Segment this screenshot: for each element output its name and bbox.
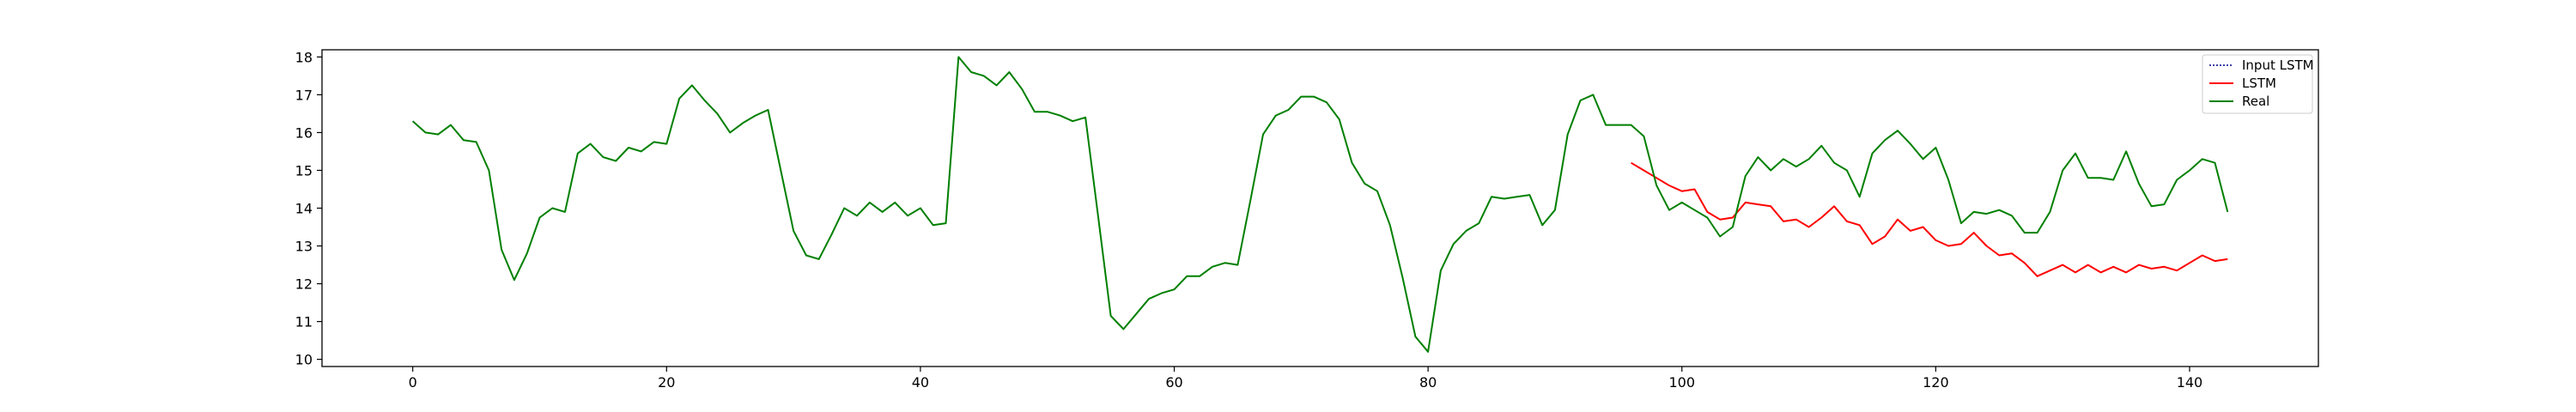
y-tick-label: 13 (295, 239, 313, 255)
legend-label-lstm: LSTM (2242, 76, 2276, 91)
series-line-real (412, 56, 2229, 353)
series-line-input-lstm (412, 56, 1631, 353)
series-group (412, 56, 2229, 353)
axes-frame (321, 49, 2319, 367)
x-tick-label: 0 (409, 374, 417, 391)
legend-label-input-lstm: Input LSTM (2242, 58, 2314, 73)
y-tick-label: 18 (295, 49, 313, 65)
x-tick-label: 80 (1419, 374, 1437, 391)
y-tick-label: 11 (295, 314, 313, 330)
y-tick-label: 15 (295, 162, 313, 179)
y-tick-label: 10 (295, 352, 313, 368)
y-tick-label: 17 (295, 87, 313, 103)
x-tick-label: 100 (1668, 374, 1695, 391)
x-tick-label: 40 (912, 374, 929, 391)
x-tick-label: 60 (1165, 374, 1182, 391)
x-axis: 0 20 40 60 80 100 120 140 (409, 367, 2203, 391)
x-tick-label: 140 (2177, 374, 2203, 391)
y-tick-label: 16 (295, 124, 313, 141)
y-tick-label: 12 (295, 276, 313, 293)
x-tick-label: 20 (658, 374, 675, 391)
x-tick-label: 120 (1923, 374, 1949, 391)
legend: Input LSTM LSTM Real (2202, 54, 2314, 114)
series-line-lstm (1631, 161, 2228, 277)
y-axis: 10 11 12 13 14 15 16 17 18 (295, 49, 322, 368)
legend-box (2202, 54, 2313, 114)
legend-label-real: Real (2242, 94, 2269, 109)
y-tick-label: 14 (295, 201, 313, 217)
